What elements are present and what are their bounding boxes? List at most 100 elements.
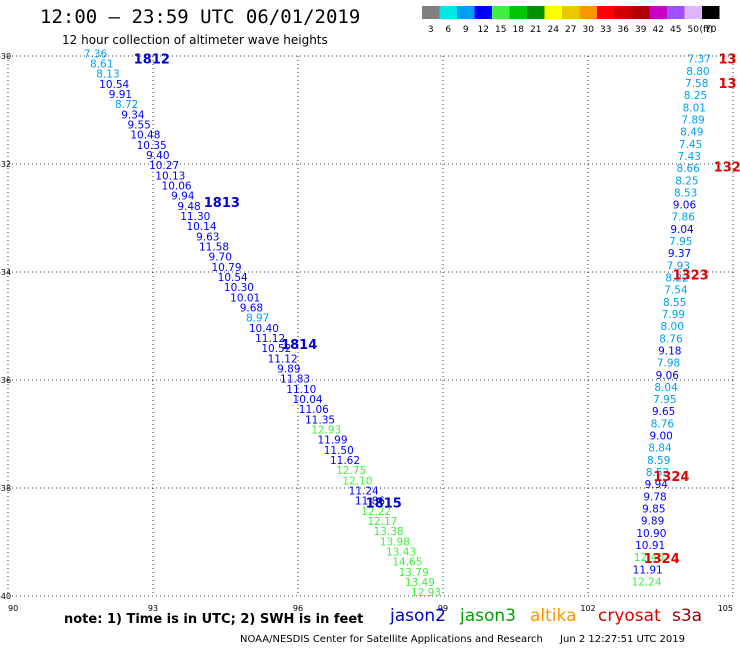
swh-value-cryosat: 9.04 bbox=[670, 224, 694, 236]
pass-time-label: 1812 bbox=[134, 53, 170, 68]
swh-value-cryosat: 8.53 bbox=[674, 187, 697, 199]
swh-value-jason2: 9.40 bbox=[146, 150, 169, 162]
y-tick-label: -34 bbox=[0, 268, 11, 277]
y-tick-label: -36 bbox=[0, 376, 11, 385]
swh-value-jason2: 10.27 bbox=[149, 160, 179, 172]
legend-bin-label: 42 bbox=[653, 25, 664, 35]
swh-value-jason2: 11.86 bbox=[355, 496, 385, 508]
swh-value-cryosat: 7.86 bbox=[672, 212, 696, 224]
footer-credits: NOAA/NESDIS Center for Satellite Applica… bbox=[240, 634, 699, 645]
swh-value-cryosat: 9.65 bbox=[652, 406, 675, 418]
swh-value-jason2: 10.52 bbox=[261, 343, 291, 355]
legend-swatch bbox=[702, 6, 720, 19]
swh-value-cryosat: 7.99 bbox=[662, 309, 685, 321]
chart-subtitle: 12 hour collection of altimeter wave hei… bbox=[62, 33, 328, 47]
legend-bin-label: 6 bbox=[445, 25, 451, 35]
pass-time-label: 1813 bbox=[204, 196, 240, 211]
swh-value-cryosat: 8.76 bbox=[659, 333, 683, 345]
swh-value-cryosat: 10.90 bbox=[636, 528, 666, 540]
swh-value-jason2: 10.35 bbox=[137, 140, 167, 152]
swh-value-jason2: 9.63 bbox=[196, 231, 219, 243]
swh-value-jason2: 13.49 bbox=[405, 577, 435, 589]
swh-value-jason2: 9.55 bbox=[127, 119, 150, 131]
legend-bin-label: 3 bbox=[428, 25, 434, 35]
y-tick-label: -40 bbox=[0, 592, 11, 601]
swh-value-jason2: 12.10 bbox=[342, 475, 372, 487]
swh-value-cryosat: 12.24 bbox=[631, 576, 661, 588]
footer-note: note: 1) Time is in UTC; 2) SWH is in fe… bbox=[64, 612, 364, 627]
legend-jason2: jason2 bbox=[390, 606, 446, 626]
legend-cryosat: cryosat bbox=[598, 606, 661, 626]
legend-bin-label: 50 bbox=[688, 25, 700, 35]
swh-value-cryosat: 8.04 bbox=[654, 382, 678, 394]
swh-value-cryosat: 7.95 bbox=[653, 394, 676, 406]
swh-value-cryosat: 9.85 bbox=[642, 503, 665, 515]
swh-value-jason2: 8.72 bbox=[115, 99, 138, 111]
swh-value-jason2: 12.75 bbox=[336, 465, 366, 477]
swh-value-cryosat: 7.93 bbox=[667, 260, 690, 272]
swh-value-jason2: 10.06 bbox=[162, 180, 192, 192]
swh-value-cryosat: 9.37 bbox=[668, 248, 691, 260]
swh-value-cryosat: 7.43 bbox=[678, 151, 701, 163]
swh-value-cryosat: 11.91 bbox=[633, 564, 663, 576]
legend-swatch bbox=[527, 6, 545, 19]
legend-bin-label: 12 bbox=[478, 25, 489, 35]
swh-value-jason2: 11.50 bbox=[324, 445, 354, 457]
color-legend: 3 6 9 12 15 18 21 24 27 30 33 36 39 42 45 50 70(ft) bbox=[422, 6, 720, 35]
swh-value-jason2: 13.38 bbox=[374, 526, 404, 538]
swh-value-jason2: 9.34 bbox=[121, 109, 145, 121]
swh-value-jason2: 11.62 bbox=[330, 455, 360, 467]
legend-bin-label: 45 bbox=[670, 25, 681, 35]
swh-value-cryosat: 8.84 bbox=[648, 443, 672, 455]
swh-value-cryosat: 8.52 bbox=[646, 467, 669, 479]
legend-swatch bbox=[579, 6, 597, 19]
y-tick-label: -38 bbox=[0, 484, 11, 493]
swh-value-cryosat: 8.22 bbox=[665, 273, 688, 285]
legend-unit: (ft) bbox=[700, 25, 714, 35]
swh-value-cryosat: 7.95 bbox=[669, 236, 692, 248]
legend-altika: altika bbox=[530, 606, 577, 626]
pass-time-label: 1324 bbox=[644, 552, 680, 567]
swh-value-jason2: 11.12 bbox=[268, 353, 298, 365]
swh-value-cryosat: 9.06 bbox=[656, 370, 680, 382]
swh-value-cryosat: 12.46 bbox=[634, 552, 664, 564]
legend-swatch bbox=[649, 6, 667, 19]
swh-value-cryosat: 8.55 bbox=[663, 297, 686, 309]
swh-value-cryosat: 9.18 bbox=[658, 345, 681, 357]
legend-swatch bbox=[509, 6, 527, 19]
legend-bin-label: 24 bbox=[548, 25, 560, 35]
legend-bin-label: 36 bbox=[618, 25, 630, 35]
legend-swatch bbox=[492, 6, 510, 19]
swh-value-jason2: 10.40 bbox=[249, 323, 279, 335]
legend-bin-label: 39 bbox=[635, 25, 647, 35]
x-tick-label: 93 bbox=[148, 604, 158, 613]
legend-swatch bbox=[544, 6, 562, 19]
swh-value-jason2: 12.93 bbox=[311, 425, 341, 437]
swh-value-cryosat: 7.58 bbox=[685, 78, 708, 90]
swh-value-cryosat: 9.00 bbox=[649, 431, 672, 443]
pass-time-label: 13 bbox=[719, 53, 737, 68]
swh-value-jason2: 9.94 bbox=[171, 191, 195, 203]
legend-bin-label: 70 bbox=[705, 25, 717, 35]
swh-value-jason2: 8.13 bbox=[96, 69, 119, 81]
swh-value-jason2: 11.30 bbox=[180, 211, 210, 223]
legend-swatch bbox=[422, 6, 440, 19]
legend-bin-label: 21 bbox=[530, 25, 541, 35]
swh-value-jason2: 9.91 bbox=[109, 89, 132, 101]
swh-value-jason2: 11.10 bbox=[286, 384, 316, 396]
swh-value-jason2: 8.97 bbox=[246, 313, 269, 325]
swh-value-jason2: 13.98 bbox=[380, 536, 410, 548]
swh-value-jason2: 11.58 bbox=[199, 241, 229, 253]
legend-jason3: jason3 bbox=[460, 606, 516, 626]
swh-value-jason2: 11.35 bbox=[305, 414, 335, 426]
swh-value-jason2: 10.48 bbox=[130, 130, 160, 142]
x-tick-label: 99 bbox=[438, 604, 448, 613]
chart-title: 12:00 – 23:59 UTC 06/01/2019 bbox=[40, 6, 361, 28]
legend-s3a: s3a bbox=[672, 606, 703, 626]
swh-value-cryosat: 8.66 bbox=[676, 163, 700, 175]
x-tick-label: 90 bbox=[8, 604, 18, 613]
swh-value-cryosat: 8.80 bbox=[686, 66, 709, 78]
swh-value-jason2: 10.14 bbox=[186, 221, 216, 233]
swh-value-cryosat: 8.59 bbox=[647, 455, 670, 467]
